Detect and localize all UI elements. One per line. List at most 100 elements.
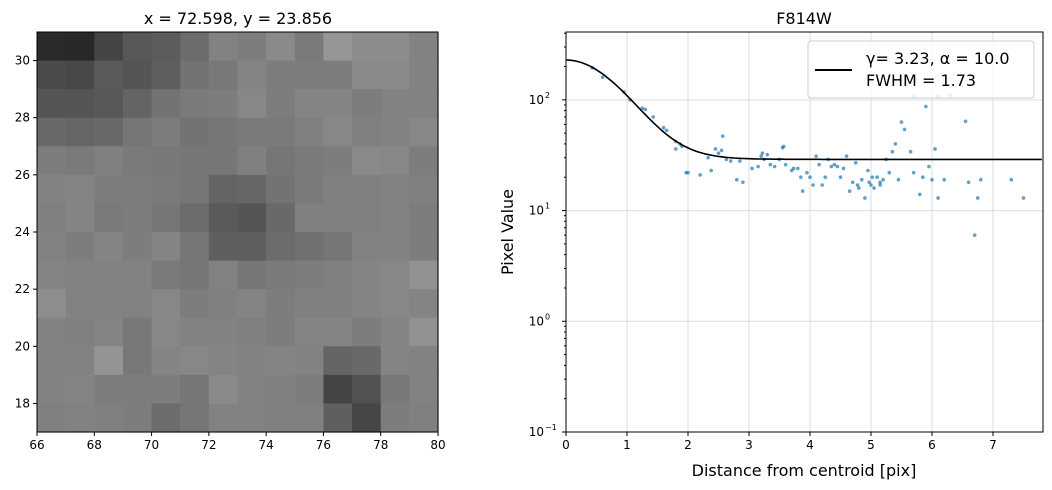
data-point <box>911 170 916 175</box>
pixel-cell <box>323 60 353 90</box>
pixel-cell <box>208 260 239 290</box>
data-point <box>942 177 946 182</box>
pixel-cell <box>65 32 95 62</box>
pixel-cell <box>380 117 410 147</box>
pixel-cell <box>323 146 353 176</box>
data-point <box>817 162 821 167</box>
pixel-cell <box>208 32 239 62</box>
data-point <box>600 75 605 80</box>
x-tick-label: 78 <box>373 438 388 452</box>
pixel-cell <box>208 203 239 233</box>
pixel-cell <box>122 60 153 90</box>
pixel-cell <box>122 260 153 290</box>
pixel-cell <box>151 374 181 405</box>
y-tick-label-exponent: −1 <box>545 423 557 432</box>
data-point <box>728 159 733 163</box>
data-point <box>878 183 882 187</box>
pixel-cell <box>208 317 239 347</box>
pixel-cell <box>122 174 153 205</box>
data-point <box>902 127 907 132</box>
x-tick-label: 5 <box>867 438 875 452</box>
pixel-cell <box>65 174 95 205</box>
data-point <box>709 168 713 173</box>
y-axis-label: Pixel Value <box>498 189 517 275</box>
pixel-cell <box>266 374 296 405</box>
data-point <box>686 170 690 175</box>
pixel-cell <box>94 346 124 376</box>
data-point <box>734 177 739 182</box>
pixel-cell <box>151 403 181 433</box>
pixel-cell <box>409 203 439 233</box>
data-point <box>673 147 678 151</box>
data-point <box>893 142 898 146</box>
pixel-cell <box>380 174 410 205</box>
data-point <box>814 154 818 158</box>
pixel-cell <box>380 374 410 405</box>
data-point <box>856 186 861 190</box>
data-point <box>838 175 843 180</box>
data-point <box>921 175 925 180</box>
pixel-cell <box>151 289 181 319</box>
pixel-cell <box>151 232 181 262</box>
pixel-cell <box>208 403 239 433</box>
pixel-cell <box>323 317 353 347</box>
pixel-cell <box>122 346 153 376</box>
pixel-cell <box>352 60 382 90</box>
data-point <box>805 170 809 175</box>
pixel-cell <box>352 403 382 433</box>
pixel-cell <box>37 89 67 119</box>
pixel-cell <box>37 317 67 347</box>
pixel-cell <box>151 346 181 376</box>
pixel-cell <box>151 117 181 147</box>
pixel-cell <box>237 174 267 205</box>
pixel-cell <box>294 260 325 290</box>
data-point <box>1009 177 1014 182</box>
legend-line1: γ= 3.23, α = 10.0 <box>866 49 1010 68</box>
pixel-cell <box>65 89 95 119</box>
data-point <box>808 175 812 180</box>
axes-frame <box>565 31 1044 433</box>
data-point <box>875 175 879 180</box>
pixel-cell <box>94 89 124 119</box>
pixel-cell <box>323 289 353 319</box>
data-point <box>844 154 849 158</box>
pixel-cell <box>323 203 353 233</box>
data-point <box>936 196 940 200</box>
data-point <box>750 166 754 171</box>
pixel-cell <box>94 374 124 405</box>
pixel-cell <box>180 317 210 347</box>
pixel-cell <box>380 203 410 233</box>
data-point <box>966 180 971 185</box>
pixel-cell <box>380 232 410 262</box>
data-point <box>719 148 724 153</box>
pixel-cell <box>409 403 439 433</box>
pixel-cell <box>237 289 267 319</box>
pixel-cell <box>237 317 267 347</box>
pixel-cell <box>208 117 239 147</box>
pixel-cell <box>323 32 353 62</box>
data-point <box>872 186 876 190</box>
pixel-cell <box>37 374 67 405</box>
data-point <box>829 164 834 169</box>
pixel-cell <box>65 60 95 90</box>
x-tick-label: 66 <box>29 438 44 452</box>
pixel-cell <box>237 374 267 405</box>
pixel-cell <box>180 60 210 90</box>
pixel-cell <box>352 289 382 319</box>
pixel-cell <box>409 174 439 205</box>
pixel-cell <box>37 60 67 90</box>
pixel-cell <box>94 60 124 90</box>
data-point <box>887 170 892 175</box>
pixel-cell <box>409 374 439 405</box>
pixel-cell <box>208 232 239 262</box>
pixel-cell <box>409 346 439 376</box>
data-point <box>963 119 968 124</box>
legend: γ= 3.23, α = 10.0 FWHM = 1.73 <box>807 40 1035 99</box>
data-point <box>881 177 885 182</box>
pixel-cell <box>180 374 210 405</box>
pixel-cell <box>94 174 124 205</box>
pixel-cell <box>323 374 353 405</box>
pixel-cell <box>409 146 439 176</box>
data-point <box>741 180 745 185</box>
